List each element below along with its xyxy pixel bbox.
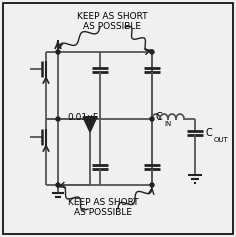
Text: 0.01μF: 0.01μF: [67, 113, 98, 122]
Text: KEEP AS SHORT
AS POSSIBLE: KEEP AS SHORT AS POSSIBLE: [68, 198, 138, 217]
Circle shape: [56, 183, 60, 187]
Text: IN: IN: [164, 121, 171, 127]
Text: C: C: [156, 112, 163, 122]
Text: KEEP AS SHORT
AS POSSIBLE: KEEP AS SHORT AS POSSIBLE: [77, 12, 147, 31]
Circle shape: [56, 117, 60, 121]
Text: C: C: [206, 128, 213, 138]
Circle shape: [150, 50, 154, 54]
Circle shape: [56, 50, 60, 54]
Circle shape: [150, 117, 154, 121]
Circle shape: [150, 183, 154, 187]
Text: OUT: OUT: [214, 137, 229, 143]
Polygon shape: [83, 117, 97, 132]
